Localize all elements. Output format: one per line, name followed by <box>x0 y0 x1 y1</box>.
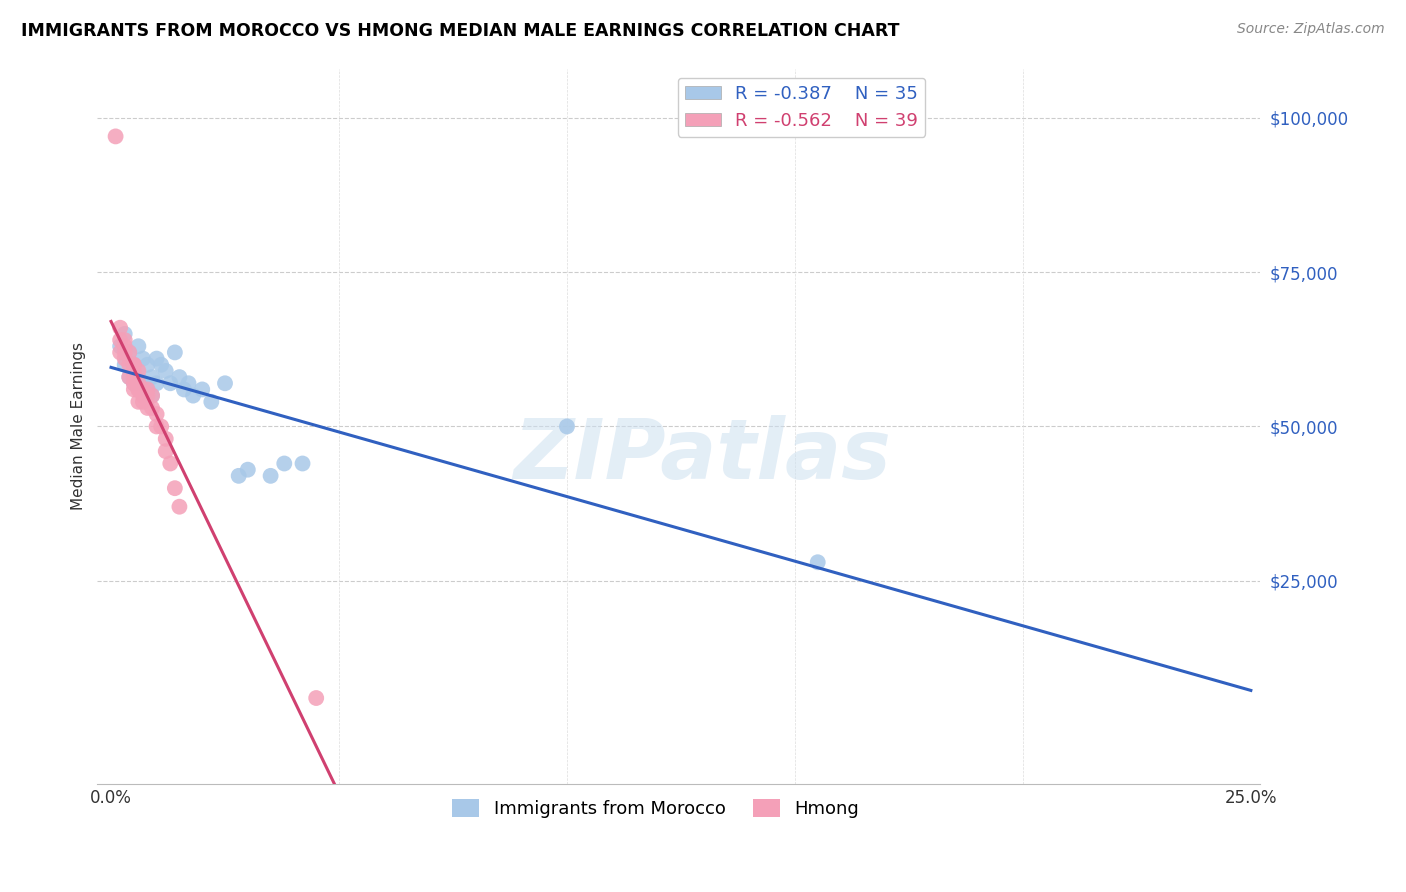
Point <box>163 345 186 359</box>
Point <box>122 364 145 378</box>
Point <box>114 326 136 341</box>
Point <box>114 345 136 359</box>
Point <box>136 389 159 403</box>
Point <box>122 383 145 397</box>
Point <box>150 358 173 372</box>
Point <box>108 333 131 347</box>
Point <box>259 468 281 483</box>
Point <box>127 339 149 353</box>
Point <box>132 389 155 403</box>
Point <box>145 376 167 391</box>
Point <box>132 376 155 391</box>
Point <box>136 383 159 397</box>
Point <box>155 364 177 378</box>
Point <box>155 432 177 446</box>
Point <box>122 376 145 391</box>
Point <box>136 358 159 372</box>
Point <box>108 345 131 359</box>
Point <box>104 129 127 144</box>
Point <box>236 463 259 477</box>
Point <box>118 345 141 359</box>
Point <box>132 394 155 409</box>
Point <box>163 481 186 495</box>
Point <box>141 370 163 384</box>
Point <box>173 383 195 397</box>
Point <box>114 339 136 353</box>
Point <box>177 376 200 391</box>
Text: IMMIGRANTS FROM MOROCCO VS HMONG MEDIAN MALE EARNINGS CORRELATION CHART: IMMIGRANTS FROM MOROCCO VS HMONG MEDIAN … <box>21 22 900 40</box>
Point <box>191 383 214 397</box>
Point <box>145 351 167 366</box>
Point <box>159 457 181 471</box>
Point <box>108 339 131 353</box>
Point <box>807 555 830 569</box>
Point <box>159 376 181 391</box>
Point <box>141 401 163 415</box>
Point <box>122 370 145 384</box>
Point <box>108 320 131 334</box>
Point <box>127 383 149 397</box>
Point <box>141 389 163 403</box>
Point <box>181 389 204 403</box>
Point <box>136 383 159 397</box>
Text: ZIPatlas: ZIPatlas <box>513 415 891 496</box>
Point <box>118 370 141 384</box>
Point <box>141 389 163 403</box>
Y-axis label: Median Male Earnings: Median Male Earnings <box>72 343 86 510</box>
Point <box>114 358 136 372</box>
Point <box>118 358 141 372</box>
Point <box>127 383 149 397</box>
Point <box>122 358 145 372</box>
Text: Source: ZipAtlas.com: Source: ZipAtlas.com <box>1237 22 1385 37</box>
Point <box>305 691 328 706</box>
Point <box>200 394 222 409</box>
Point <box>118 370 141 384</box>
Point <box>127 376 149 391</box>
Point <box>169 500 191 514</box>
Point <box>273 457 295 471</box>
Point <box>169 370 191 384</box>
Point <box>127 394 149 409</box>
Point <box>132 383 155 397</box>
Point <box>228 468 250 483</box>
Point <box>145 407 167 421</box>
Point <box>291 457 314 471</box>
Point <box>145 419 167 434</box>
Point <box>132 351 155 366</box>
Point <box>127 370 149 384</box>
Point <box>122 358 145 372</box>
Point <box>118 345 141 359</box>
Point <box>214 376 236 391</box>
Point <box>136 401 159 415</box>
Point <box>150 419 173 434</box>
Point <box>155 444 177 458</box>
Point <box>114 351 136 366</box>
Point <box>114 333 136 347</box>
Point <box>127 364 149 378</box>
Point <box>555 419 578 434</box>
Point <box>122 376 145 391</box>
Legend: Immigrants from Morocco, Hmong: Immigrants from Morocco, Hmong <box>444 792 866 825</box>
Point <box>122 358 145 372</box>
